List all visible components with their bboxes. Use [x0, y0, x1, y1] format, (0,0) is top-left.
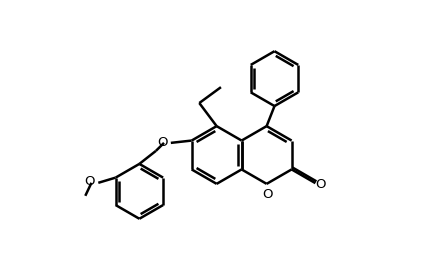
Text: O: O	[85, 175, 95, 188]
Text: O: O	[262, 188, 273, 200]
Text: O: O	[157, 136, 168, 149]
Text: O: O	[315, 178, 326, 191]
